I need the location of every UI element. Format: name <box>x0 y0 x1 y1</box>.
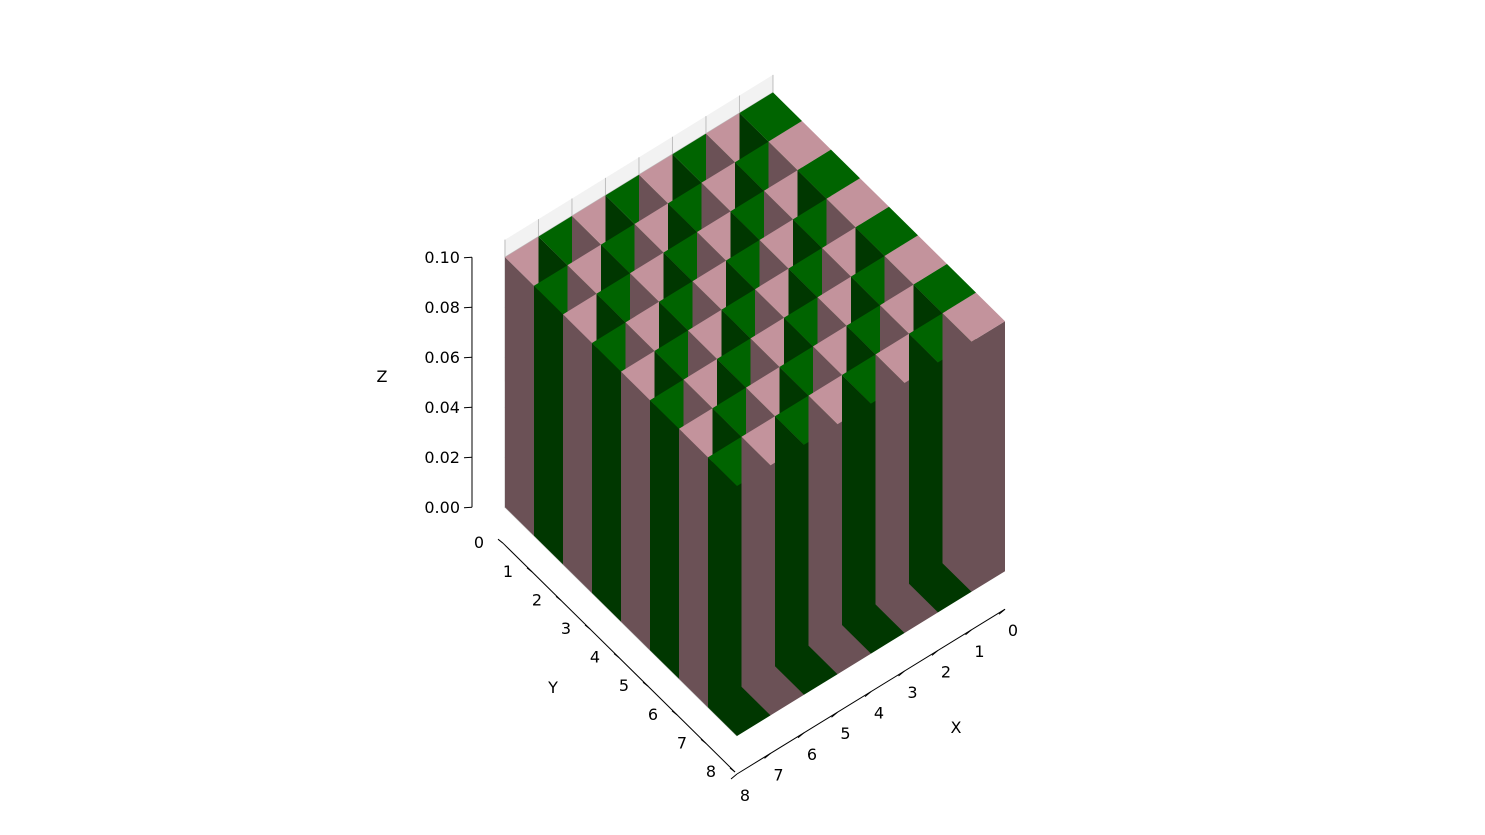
z-tick <box>463 306 473 309</box>
bar-face-side <box>505 257 534 536</box>
x-tick-label: 0 <box>1008 621 1018 640</box>
x-tick <box>898 670 905 677</box>
y-tick-label: 8 <box>706 762 716 781</box>
x-tick <box>831 711 838 718</box>
bar-face-side <box>808 395 838 675</box>
bar-face-side <box>909 333 938 613</box>
y-tick <box>584 624 591 630</box>
bar-face-side <box>708 457 737 736</box>
z-tick-label: 0.04 <box>424 398 460 417</box>
x-tick <box>764 753 771 759</box>
y-tick-label: 0 <box>474 533 484 552</box>
y-tick-label: 2 <box>532 590 542 609</box>
x-tick <box>797 732 805 739</box>
y-axis-label: Y <box>547 678 558 697</box>
z-tick-label: 0.08 <box>424 298 460 317</box>
z-tick-label: 0.10 <box>424 248 460 267</box>
x-tick-label: 7 <box>773 765 783 784</box>
z-tick-label: 0.06 <box>424 348 460 367</box>
bar-face-top <box>826 178 889 228</box>
axes: 0123456780123456780.000.020.040.060.080.… <box>424 248 1018 805</box>
y-tick <box>526 567 533 573</box>
y-tick-label: 7 <box>677 733 687 752</box>
bar-face-side <box>650 400 679 679</box>
x-tick-label: 2 <box>941 662 951 681</box>
bar-face-side <box>875 354 905 633</box>
bar-face-side <box>621 371 650 651</box>
bar-face-top <box>768 121 831 171</box>
y-tick <box>613 653 620 658</box>
x-tick <box>931 650 939 656</box>
bar-face-side <box>842 375 871 654</box>
x-tick-label: 6 <box>807 745 817 764</box>
z-tick <box>463 506 473 509</box>
x-tick-label: 4 <box>874 704 884 723</box>
bar-face-side <box>563 314 592 593</box>
z-tick-label: 0.00 <box>424 498 460 517</box>
bar-face-top <box>739 92 802 142</box>
y-tick <box>700 739 707 744</box>
z-tick <box>463 456 473 459</box>
bar-face-top <box>942 292 1005 342</box>
bar-face-side <box>942 313 972 592</box>
y-tick <box>555 596 562 601</box>
bars <box>505 92 1005 736</box>
bar-face-top <box>913 264 976 314</box>
bar-face-side <box>592 343 621 622</box>
y-tick <box>729 767 736 773</box>
y-tick-label: 3 <box>561 619 571 638</box>
bar-face-top <box>884 235 947 285</box>
x-tick <box>864 691 872 697</box>
bar-face-side <box>775 416 804 695</box>
x-tick <box>965 629 972 636</box>
z-axis-label: Z <box>377 367 388 386</box>
z-tick <box>463 356 473 359</box>
bar-face-front <box>971 321 1005 592</box>
y-tick-label: 4 <box>590 648 600 667</box>
bar-face-top <box>797 149 860 199</box>
x-tick <box>998 608 1006 615</box>
x-tick <box>730 773 738 780</box>
y-tick-label: 6 <box>648 705 658 724</box>
x-tick-label: 3 <box>907 683 917 702</box>
z-tick <box>463 406 473 409</box>
y-tick-label: 5 <box>619 676 629 695</box>
bar-face-side <box>534 285 563 565</box>
bar-face-side <box>741 436 771 716</box>
x-tick-label: 1 <box>974 642 984 661</box>
y-tick <box>497 538 504 544</box>
x-tick-label: 5 <box>840 724 850 743</box>
y-tick-label: 1 <box>503 562 513 581</box>
bar-face-top <box>855 206 918 256</box>
bar <box>942 292 1005 592</box>
x-tick-label: 8 <box>740 786 750 805</box>
z-tick-label: 0.02 <box>424 448 460 467</box>
y-tick <box>671 710 678 716</box>
bar-face-side <box>679 428 708 708</box>
x-axis-label: X <box>951 718 962 737</box>
y-tick <box>642 681 649 687</box>
z-tick <box>463 256 473 259</box>
